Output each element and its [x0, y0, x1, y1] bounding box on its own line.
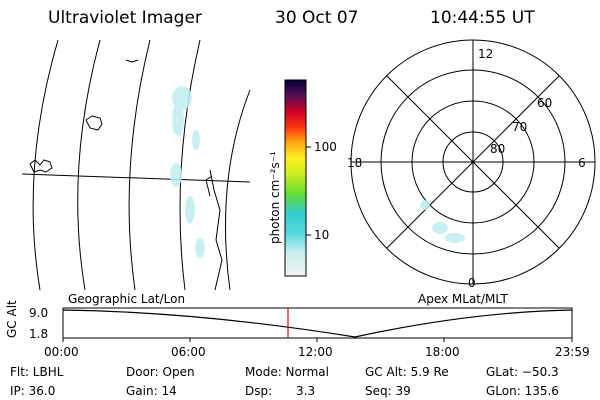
polar-aurora — [420, 200, 465, 243]
altitude-ytick-1-8: 1.8 — [29, 327, 49, 341]
status-mode: Mode: Normal — [245, 365, 329, 379]
altitude-xtick-1800: 18:00 — [425, 345, 460, 359]
status-glat: GLat: −50.3 — [486, 365, 559, 379]
coastline-north — [29, 159, 53, 173]
status-door: Door: Open — [126, 365, 195, 379]
altitude-xtick-1200: 12:00 — [298, 345, 333, 359]
lon-line-4 — [179, 40, 201, 290]
geographic-map — [22, 40, 251, 290]
apex-label: Apex MLat/MLT — [418, 292, 508, 306]
altitude-ytick-9: 9.0 — [29, 306, 49, 320]
aurora-patches — [170, 86, 205, 258]
lon-line-1 — [32, 40, 59, 290]
geographic-label: Geographic Lat/Lon — [68, 292, 186, 306]
coastline-east-2 — [205, 175, 213, 197]
coastline-east — [209, 169, 223, 290]
status-ip: IP: 36.0 — [10, 384, 56, 398]
mlt-label-0: 0 — [468, 276, 476, 290]
status-filter: Flt: LBHL — [10, 365, 64, 379]
status-dsp-label: Dsp: — [245, 384, 273, 398]
lon-line-3 — [128, 40, 151, 290]
altitude-xtick-0000: 00:00 — [44, 345, 79, 359]
polar-plot — [350, 39, 596, 285]
mlt-label-12: 12 — [478, 47, 494, 61]
lat-line — [22, 173, 251, 183]
status-glon: GLon: 135.6 — [486, 384, 559, 398]
instrument-title: Ultraviolet Imager — [48, 8, 202, 28]
colorbar-tick-100: 100 — [314, 140, 337, 154]
altitude-ylabel: GC Alt — [5, 300, 19, 338]
lon-line-5 — [225, 89, 251, 290]
lat-label-80: 80 — [490, 142, 506, 156]
altitude-xtick-0600: 06:00 — [171, 345, 206, 359]
colorbar-unit-label: photon cm⁻²s⁻¹ — [268, 151, 282, 244]
coastline-small — [125, 59, 139, 63]
coastline-island — [85, 115, 103, 131]
lon-line-2 — [77, 40, 101, 290]
mlt-label-18: 18 — [347, 156, 363, 170]
date-label: 30 Oct 07 — [275, 8, 359, 28]
colorbar — [284, 79, 307, 277]
colorbar-tick-10: 10 — [314, 228, 330, 242]
status-gain: Gain: 14 — [126, 384, 177, 398]
lat-label-60: 60 — [537, 96, 553, 110]
mlt-label-6: 6 — [578, 156, 586, 170]
lat-label-70: 70 — [512, 120, 528, 134]
status-dsp-value: 3.3 — [296, 384, 316, 398]
status-gc-alt: GC Alt: 5.9 Re — [365, 365, 449, 379]
altitude-curve — [62, 309, 573, 338]
time-label: 10:44:55 UT — [430, 8, 535, 28]
altitude-xtick-2359: 23:59 — [555, 345, 590, 359]
status-seq: Seq: 39 — [365, 384, 411, 398]
